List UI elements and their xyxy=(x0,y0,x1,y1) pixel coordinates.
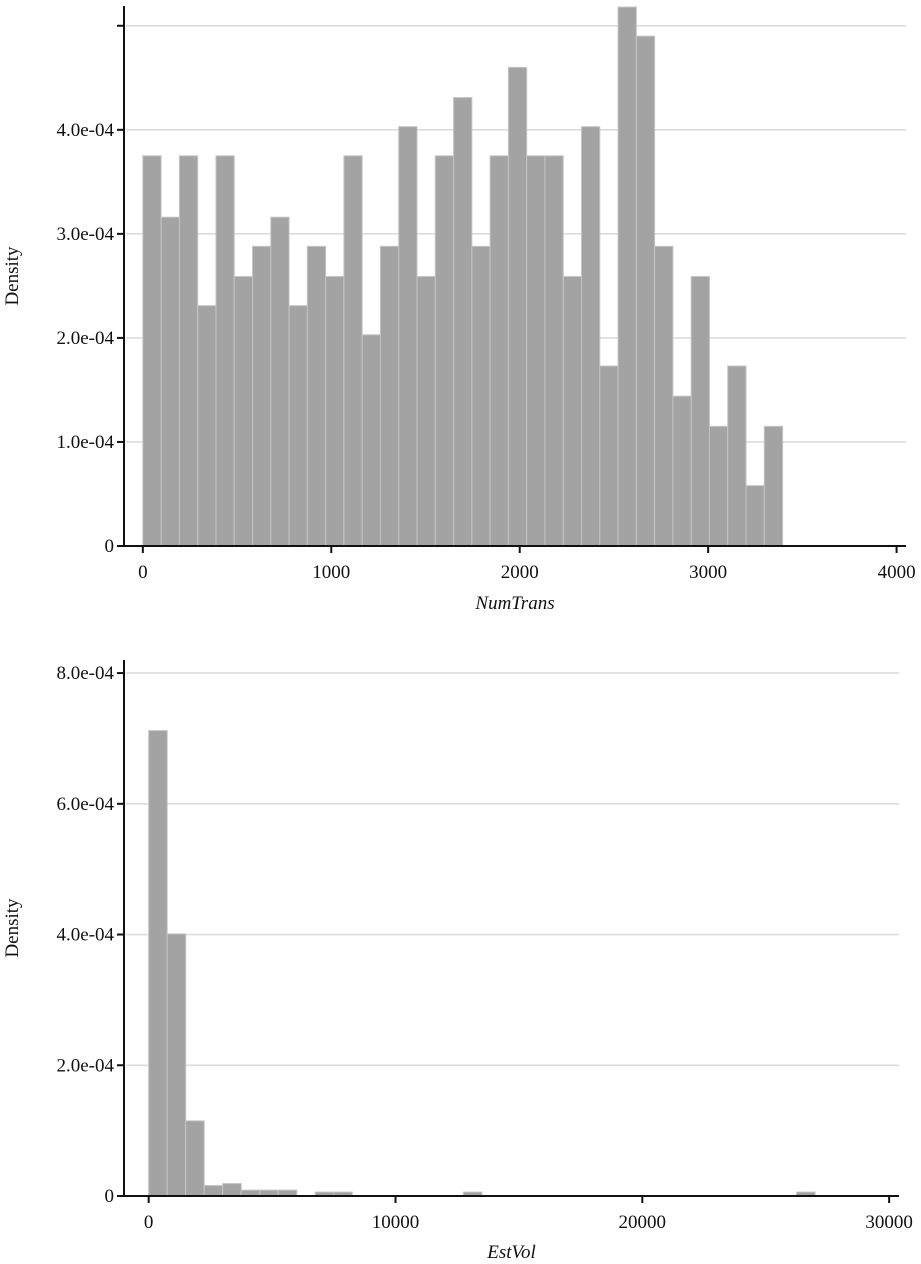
histogram-bar xyxy=(526,155,546,547)
y-tick-label: 0 xyxy=(105,536,115,557)
histogram-bar xyxy=(708,425,729,547)
histogram-bar xyxy=(690,276,710,547)
x-tick-label: 10000 xyxy=(372,1212,420,1233)
histogram-bar xyxy=(544,155,564,547)
y-tick-label: 4.0e-04 xyxy=(56,925,114,946)
histogram-bar xyxy=(434,155,455,547)
histogram-bar xyxy=(654,245,674,547)
histogram-bar xyxy=(197,305,217,547)
histogram-bar xyxy=(617,6,637,547)
histogram-bar xyxy=(763,425,784,547)
chart-2: 0 2.0e-04 4.0e-04 6.0e-04 8.0e-04 0 10000 20000… xyxy=(2,660,913,1263)
histogram-bar xyxy=(142,155,162,547)
x-tick-label: 0 xyxy=(138,562,148,583)
y-tick-label: 6.0e-04 xyxy=(56,794,114,815)
x-axis-title: NumTrans xyxy=(474,593,554,614)
histogram-bar xyxy=(398,126,418,547)
histogram-bar xyxy=(270,216,290,547)
histogram-bar xyxy=(379,245,400,547)
y-tick-label: 3.0e-04 xyxy=(56,224,114,245)
histogram-bar xyxy=(222,1183,242,1197)
histogram-bar xyxy=(635,35,656,547)
x-tick-label: 1000 xyxy=(312,562,350,583)
x-tick-label: 2000 xyxy=(501,562,539,583)
y-axis-title: Density xyxy=(2,246,23,306)
histogram-bar xyxy=(599,365,619,547)
y-tick-label: 8.0e-04 xyxy=(56,663,114,684)
x-tick-label: 4000 xyxy=(878,562,916,583)
histogram-bar xyxy=(178,155,199,547)
y-tick-label: 4.0e-04 xyxy=(56,120,114,141)
histogram-bar xyxy=(233,276,254,547)
histogram-bar xyxy=(166,933,187,1197)
histogram-bar xyxy=(160,216,180,547)
histogram-bar xyxy=(416,276,436,547)
histogram-bar xyxy=(489,155,509,547)
histogram-bar xyxy=(306,245,327,547)
histogram-bar xyxy=(672,395,692,547)
histogram-bar xyxy=(343,155,363,547)
histogram-bar xyxy=(325,276,345,547)
y-tick-label: 0 xyxy=(105,1186,115,1207)
x-tick-label: 20000 xyxy=(619,1212,667,1233)
y-tick-label: 2.0e-04 xyxy=(56,328,114,349)
histogram-bar xyxy=(252,245,272,547)
x-tick-label: 30000 xyxy=(865,1212,913,1233)
histogram-bar xyxy=(148,730,168,1197)
histogram-bar xyxy=(185,1120,205,1197)
histogram-bar xyxy=(562,276,583,547)
histogram-bar xyxy=(215,155,235,547)
x-axis-title: EstVol xyxy=(486,1242,536,1263)
histogram-bar xyxy=(507,66,528,547)
chart-1: 0 1.0e-04 2.0e-04 3.0e-04 4.0e-04 0 1000 2000 30… xyxy=(2,6,916,614)
histogram-bar xyxy=(453,97,473,547)
y-axis-title: Density xyxy=(2,898,23,958)
x-tick-label: 3000 xyxy=(689,562,727,583)
y-tick-label: 1.0e-04 xyxy=(56,432,114,453)
histogram-bar xyxy=(203,1185,224,1197)
x-tick-label: 0 xyxy=(144,1212,154,1233)
histogram-bar xyxy=(361,334,381,547)
histogram-bar xyxy=(727,365,747,547)
histogram-bar xyxy=(288,305,308,547)
y-tick-label: 2.0e-04 xyxy=(56,1055,114,1076)
histogram-bar xyxy=(581,126,601,547)
histogram-bar xyxy=(745,485,765,547)
histogram-bar xyxy=(471,245,491,547)
